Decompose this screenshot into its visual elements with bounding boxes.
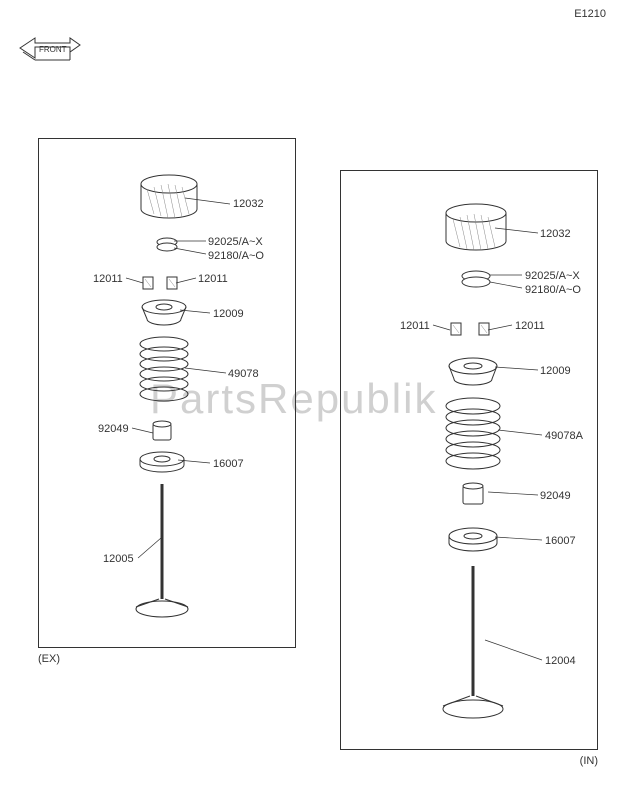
cotter-right-icon — [479, 323, 489, 335]
cotter-left-icon — [143, 277, 153, 289]
valve-in-icon — [443, 566, 503, 718]
part-label: 49078 — [228, 368, 259, 380]
part-label: 92049 — [540, 490, 571, 502]
panel-ex-tag: (EX) — [38, 653, 60, 665]
seat-icon — [140, 452, 184, 472]
spring-icon — [446, 398, 500, 469]
part-label: 12032 — [233, 198, 264, 210]
tappet-icon — [141, 175, 197, 218]
part-label: 49078A — [545, 430, 583, 442]
part-label: 12004 — [545, 655, 576, 667]
cotter-right-icon — [167, 277, 177, 289]
tappet-icon — [446, 204, 506, 250]
part-label: 12011 — [515, 320, 545, 332]
part-label: 12011 — [93, 273, 123, 285]
part-label: 92180/A~O — [208, 250, 264, 262]
retainer-icon — [449, 358, 497, 385]
part-label: 12009 — [213, 308, 244, 320]
seat-icon — [449, 528, 497, 551]
part-label: 12011 — [198, 273, 228, 285]
part-label: 12032 — [540, 228, 571, 240]
shim-icon — [157, 238, 177, 251]
part-label: 92049 — [98, 423, 129, 435]
cotter-left-icon — [451, 323, 461, 335]
seal-icon — [153, 421, 171, 440]
retainer-icon — [142, 300, 186, 325]
part-label: 16007 — [213, 458, 244, 470]
page-code: E1210 — [574, 8, 606, 20]
part-label: 12011 — [400, 320, 430, 332]
valve-ex-icon — [136, 484, 188, 617]
part-label: 16007 — [545, 535, 576, 547]
panel-in-tag: (IN) — [580, 755, 598, 767]
shim-icon — [462, 271, 490, 287]
spring-icon — [140, 337, 188, 401]
front-label: FRONT — [39, 45, 67, 54]
part-label: 92025/A~X — [525, 270, 580, 282]
part-label: 12005 — [103, 553, 134, 565]
part-label: 12009 — [540, 365, 571, 377]
part-label: 92180/A~O — [525, 284, 581, 296]
seal-icon — [463, 483, 483, 504]
part-label: 92025/A~X — [208, 236, 263, 248]
front-arrow-icon: FRONT — [15, 30, 85, 75]
panel-ex — [38, 138, 296, 648]
